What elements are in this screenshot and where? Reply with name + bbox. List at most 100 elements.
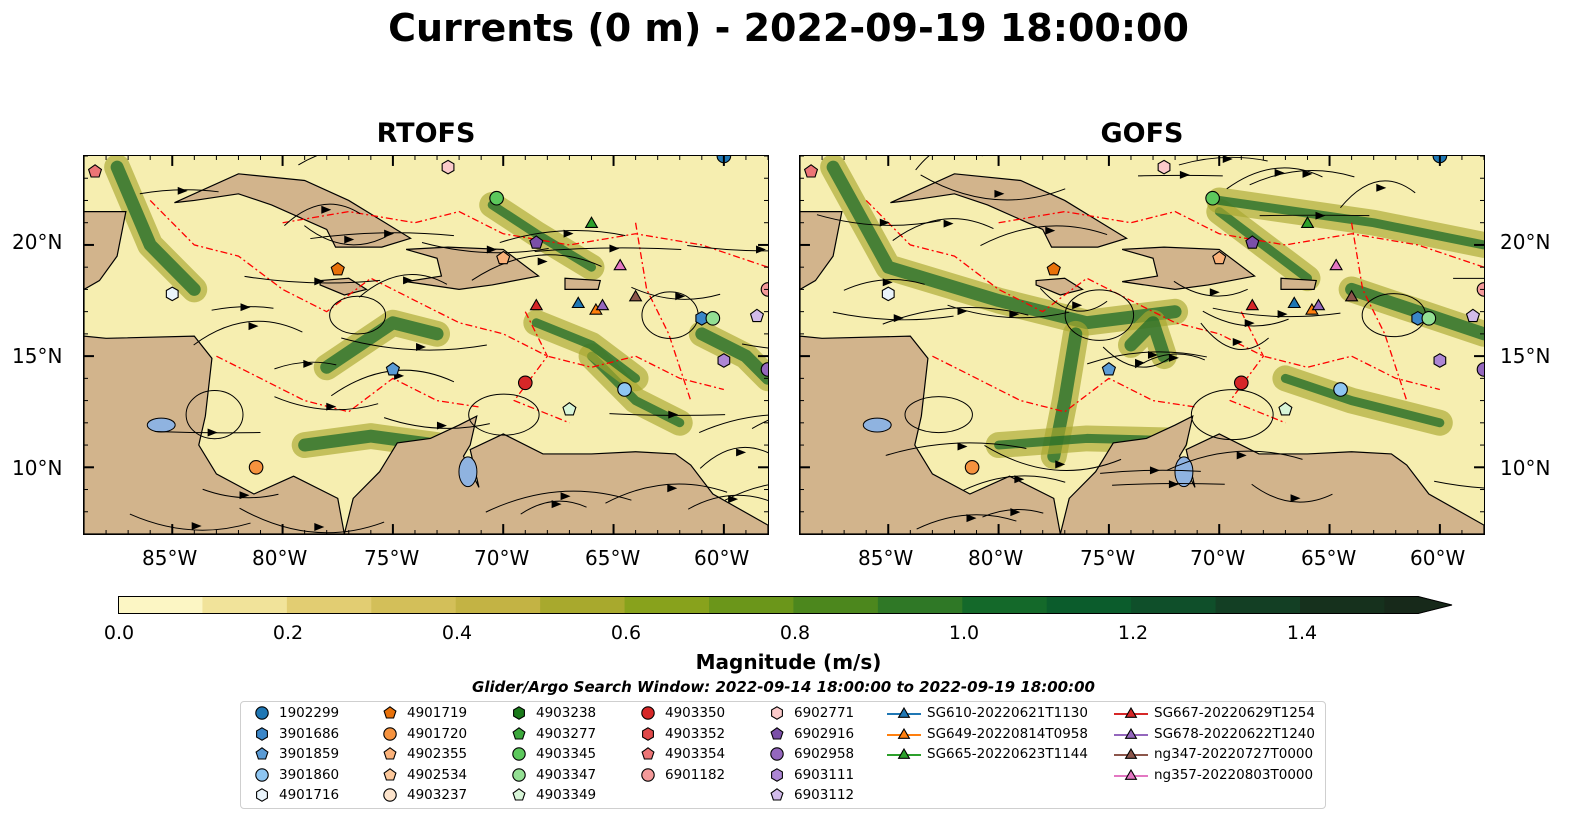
- cuba: [174, 173, 412, 248]
- lat-label-left-20n: 20°N: [12, 230, 63, 254]
- legend-marker-pentagon-icon: [383, 747, 397, 760]
- platform-marker-4903347: [1421, 311, 1437, 326]
- rtofs-map[interactable]: [83, 155, 769, 535]
- legend-marker-circle-icon: [255, 767, 269, 782]
- legend-label: SG649-20220814T0958: [927, 725, 1088, 742]
- platform-marker-ng357-20220803t0000: [1329, 258, 1343, 271]
- legend: 1902299 3901686 3901859 3901860 4901716 49017…: [240, 701, 1326, 809]
- legend-marker-pentagon-icon: [512, 788, 526, 801]
- legend-item-sg665-20220623t1144: SG665-20220623T1144: [887, 746, 1088, 762]
- legend-marker-triangle-line-icon: [1114, 747, 1148, 759]
- colorbar-segment: [793, 596, 879, 614]
- platform-marker-4902355: [1212, 250, 1227, 265]
- platform-marker-4903354: [803, 164, 819, 178]
- figure-title: Currents (0 m) - 2022-09-19 18:00:00: [388, 6, 1189, 50]
- panel-title-gofs: GOFS: [1100, 118, 1184, 149]
- legend-item-ng357-20220803t0000: ng357-20220803T0000: [1114, 767, 1313, 783]
- legend-marker-circle-icon: [512, 767, 526, 782]
- legend-item-4903354: 4903354: [637, 746, 725, 762]
- legend-item-6901182: 6901182: [637, 767, 725, 783]
- platform-marker-6902916: [529, 235, 544, 249]
- streamlines: [816, 156, 1484, 530]
- legend-marker-triangle-line-icon: [887, 747, 921, 759]
- puerto-rico: [1280, 277, 1318, 290]
- legend-item-sg678-20220622t1240: SG678-20220622T1240: [1114, 726, 1315, 742]
- platform-marker-4903349: [562, 402, 577, 416]
- colorbar-segment: [1046, 596, 1132, 614]
- legend-label: 4903349: [536, 787, 597, 803]
- legend-item-6903112: 6903112: [766, 787, 854, 803]
- legend-label: SG665-20220623T1144: [927, 746, 1088, 762]
- lon-label-gofs-80w: 80°W: [968, 546, 1024, 570]
- legend-label: 6903111: [794, 766, 855, 783]
- colorbar-segment: [202, 596, 288, 614]
- platform-marker-3901859: [385, 362, 401, 376]
- legend-item-6902916: 6902916: [766, 726, 854, 742]
- legend-item-4903345: 4903345: [508, 746, 596, 762]
- platform-marker-4901720: [964, 459, 980, 475]
- colorbar-segment: [286, 596, 372, 614]
- legend-label: 3901686: [279, 725, 340, 742]
- colorbar-tick-6: 1.2: [1117, 622, 1149, 644]
- legend-marker-circle-icon: [383, 726, 397, 741]
- legend-label: 4901716: [279, 787, 340, 803]
- legend-item-4903349: 4903349: [508, 787, 596, 803]
- colorbar-tick-3: 0.6: [610, 622, 642, 644]
- lake-maracaibo: [458, 456, 478, 488]
- legend-label: 6901182: [665, 766, 726, 783]
- platform-marker-sg610-20220621t1130: [1287, 296, 1302, 309]
- search-window-text: Glider/Argo Search Window: 2022-09-14 18…: [472, 678, 1095, 696]
- legend-marker-pentagon-icon: [383, 706, 397, 719]
- legend-label: 4901719: [407, 705, 468, 721]
- legend-marker-pentagon-icon: [770, 726, 784, 740]
- legend-label: 4903345: [536, 746, 597, 762]
- lakes: [146, 417, 478, 488]
- platform-marker-4903350: [517, 375, 533, 391]
- platform-marker-4901720: [248, 459, 264, 475]
- platform-marker-4901716: [165, 286, 179, 302]
- legend-item-3901860: 3901860: [251, 767, 339, 783]
- legend-item-sg610-20220621t1130: SG610-20220621T1130: [887, 705, 1088, 721]
- legend-label: 3901860: [279, 766, 340, 783]
- legend-item-ng347-20220727t0000: ng347-20220727T0000: [1114, 746, 1313, 762]
- lon-label-gofs-70w: 70°W: [1190, 546, 1246, 570]
- legend-item-4901719: 4901719: [379, 705, 467, 721]
- lon-label-rtofs-70w: 70°W: [474, 546, 530, 570]
- legend-label: 4902355: [407, 746, 468, 762]
- gofs-map[interactable]: [799, 155, 1485, 535]
- lat-label-right-15n: 15°N: [1500, 344, 1551, 368]
- platform-marker-6902958: [1476, 362, 1484, 377]
- legend-marker-circle-icon: [383, 788, 397, 802]
- legend-item-4902534: 4902534: [379, 767, 467, 783]
- platform-marker-sg678-20220622t1240: [595, 298, 610, 311]
- platform-marker-4901716: [881, 286, 895, 302]
- legend-marker-circle-icon: [641, 706, 655, 720]
- platform-markers: [803, 156, 1484, 475]
- lat-label-right-10n: 10°N: [1500, 456, 1551, 480]
- legend-item-4903238: 4903238: [508, 705, 596, 721]
- yucatan-tip: [84, 211, 127, 291]
- lake-maracaibo: [1174, 456, 1194, 488]
- lake-nicaragua: [862, 417, 892, 433]
- legend-label: 4903237: [407, 787, 468, 803]
- colorbar-segment: [1300, 596, 1386, 614]
- colorbar-tick-0: 0.0: [103, 622, 135, 644]
- legend-item-6903111: 6903111: [766, 767, 854, 783]
- legend-item-4903350: 4903350: [637, 705, 725, 721]
- colorbar-segment: [1384, 596, 1418, 614]
- colorbar-segment: [118, 596, 204, 614]
- legend-marker-triangle-line-icon: [887, 727, 921, 739]
- platform-marker-4903349: [1278, 402, 1293, 416]
- colorbar-segment: [371, 596, 457, 614]
- platform-marker-4902355: [496, 250, 511, 265]
- legend-label: 4903277: [536, 725, 597, 742]
- platform-marker-4903354: [87, 164, 103, 178]
- colorbar-tick-7: 1.4: [1286, 622, 1318, 644]
- colorbar-segment: [962, 596, 1048, 614]
- platform-marker-6903112: [1465, 308, 1481, 323]
- legend-marker-pentagon-icon: [641, 747, 655, 760]
- platform-marker-ng347-20220727t0000: [628, 289, 643, 302]
- legend-item-3901859: 3901859: [251, 746, 339, 762]
- legend-marker-hexagon-icon: [771, 767, 783, 782]
- colorbar-segment: [540, 596, 626, 614]
